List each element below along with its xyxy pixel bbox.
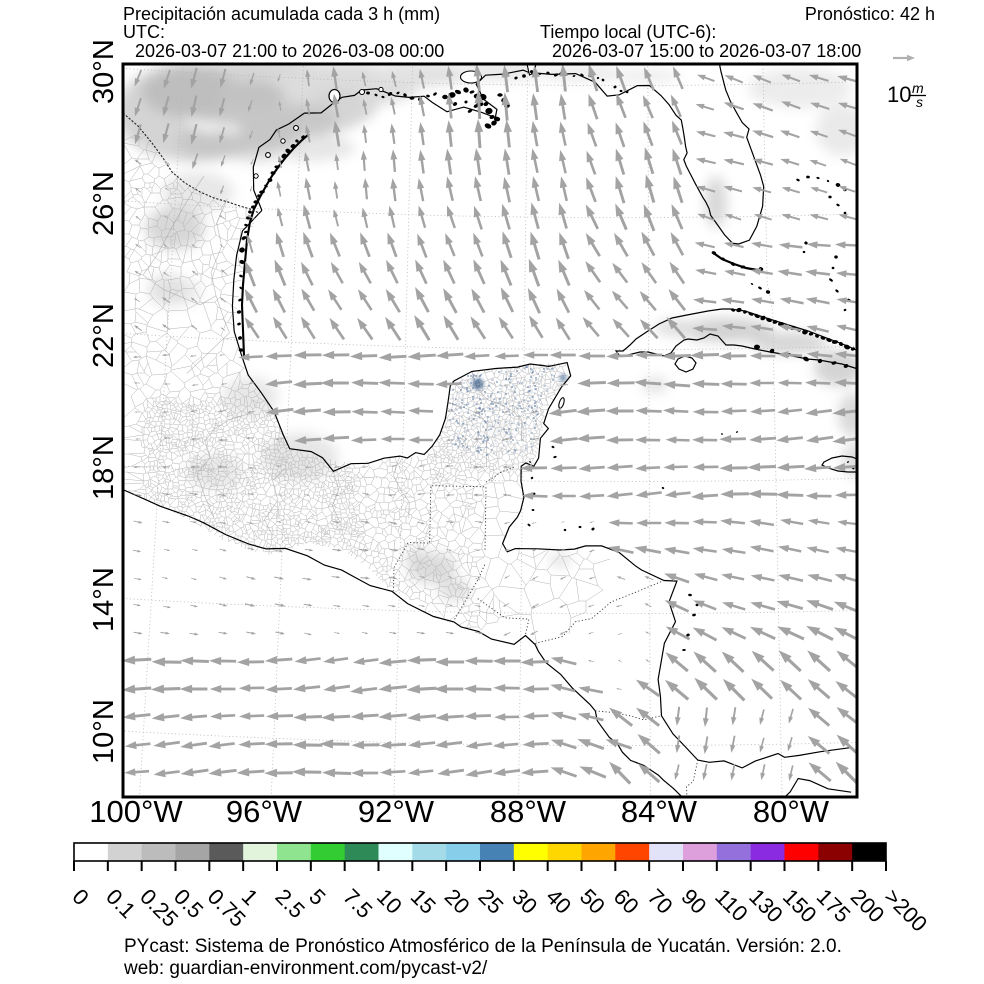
svg-text:14°N: 14°N [88, 567, 120, 632]
svg-text:96°W: 96°W [226, 794, 303, 829]
svg-text:84°W: 84°W [621, 794, 698, 829]
svg-text:88°W: 88°W [490, 794, 567, 829]
svg-text:2026-03-07 15:00 to 2026-03-07: 2026-03-07 15:00 to 2026-03-07 18:00 [552, 41, 861, 61]
svg-text:10: 10 [887, 82, 911, 107]
svg-text:26°N: 26°N [88, 171, 120, 236]
svg-text:web: guardian-environment.com/: web: guardian-environment.com/pycast-v2/ [123, 958, 488, 979]
svg-text:PYcast: Sistema de Pronóstico: PYcast: Sistema de Pronóstico Atmosféric… [124, 936, 842, 957]
svg-text:Tiempo local (UTC-6):: Tiempo local (UTC-6): [540, 22, 716, 42]
svg-text:18°N: 18°N [88, 435, 120, 500]
svg-text:UTC:: UTC: [123, 22, 165, 42]
svg-text:Pronóstico: 42 h: Pronóstico: 42 h [805, 4, 935, 24]
svg-text:Precipitación acumulada cada 3: Precipitación acumulada cada 3 h (mm) [123, 4, 440, 24]
svg-text:30°N: 30°N [88, 39, 120, 104]
svg-text:80°W: 80°W [753, 794, 830, 829]
svg-text:s: s [916, 94, 923, 110]
svg-text:22°N: 22°N [88, 303, 120, 368]
svg-text:2026-03-07 21:00 to 2026-03-08: 2026-03-07 21:00 to 2026-03-08 00:00 [135, 41, 444, 61]
svg-text:10°N: 10°N [88, 699, 120, 764]
svg-text:92°W: 92°W [358, 794, 435, 829]
svg-text:m: m [912, 80, 924, 96]
svg-text:100°W: 100°W [89, 794, 183, 829]
